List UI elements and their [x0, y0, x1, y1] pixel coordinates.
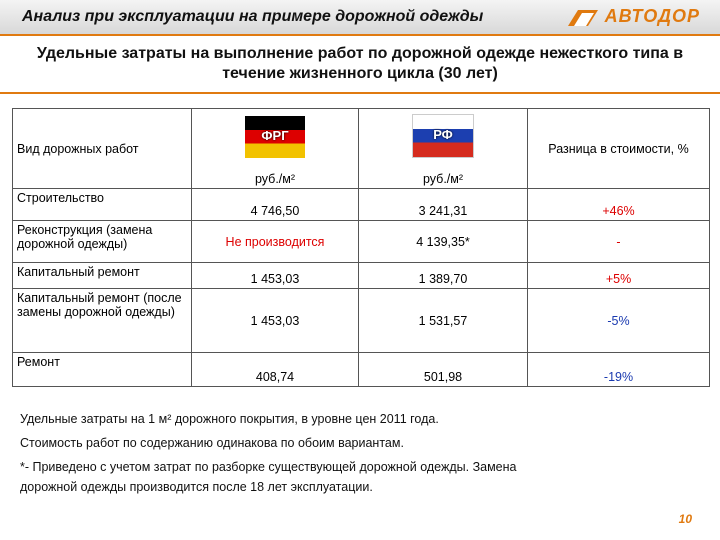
row: Строительство 4 746,50 3 241,31 +46%	[12, 188, 710, 221]
cell: 4 746,50	[191, 188, 359, 221]
cost-table: Вид дорожных работ ФРГ руб./м² РФ руб./м…	[12, 108, 710, 387]
page-number: 10	[678, 512, 692, 526]
flag-label: РФ	[433, 127, 453, 142]
top-bar: Анализ при эксплуатации на примере дорож…	[0, 0, 720, 36]
flag-label: ФРГ	[261, 128, 289, 143]
cell: Не производится	[191, 220, 359, 263]
header-title: Анализ при эксплуатации на примере дорож…	[22, 8, 484, 25]
header-row: Вид дорожных работ ФРГ руб./м² РФ руб./м…	[12, 108, 710, 189]
cell: 4 139,35*	[358, 220, 528, 263]
cell: 408,74	[191, 352, 359, 387]
cell: 1 453,03	[191, 288, 359, 353]
cell: Ремонт	[12, 352, 192, 387]
unit: руб./м²	[254, 172, 296, 186]
cell: Капитальный ремонт	[12, 262, 192, 289]
cell: Капитальный ремонт (после замены дорожно…	[12, 288, 192, 353]
cell: Реконструкция (замена дорожной одежды)	[12, 220, 192, 263]
flag-germany: ФРГ	[245, 116, 305, 158]
note: Удельные затраты на 1 м² дорожного покры…	[20, 412, 439, 426]
row: Реконструкция (замена дорожной одежды) Н…	[12, 220, 710, 263]
cell: 1 389,70	[358, 262, 528, 289]
cell: -	[527, 220, 710, 263]
cell: 501,98	[358, 352, 528, 387]
column-header: ФРГ руб./м²	[191, 108, 359, 189]
column-header: РФ руб./м²	[358, 108, 528, 189]
column-header: Вид дорожных работ	[12, 108, 192, 189]
row: Ремонт 408,74 501,98 -19%	[12, 352, 710, 387]
cell: -5%	[527, 288, 710, 353]
divider	[0, 92, 720, 94]
unit: руб./м²	[422, 172, 464, 186]
cell: 1 531,57	[358, 288, 528, 353]
cell: 3 241,31	[358, 188, 528, 221]
cell: +5%	[527, 262, 710, 289]
flag-russia: РФ	[412, 114, 474, 158]
cell: -19%	[527, 352, 710, 387]
note: Стоимость работ по содержанию одинакова …	[20, 436, 404, 450]
row: Капитальный ремонт 1 453,03 1 389,70 +5%	[12, 262, 710, 289]
logo-mark	[568, 10, 598, 26]
cell: 1 453,03	[191, 262, 359, 289]
cell: Строительство	[12, 188, 192, 221]
note: дорожной одежды производится после 18 ле…	[20, 480, 373, 494]
logo: АВТОДОР	[604, 6, 700, 26]
cell: +46%	[527, 188, 710, 221]
column-header: Разница в стоимости, %	[527, 108, 710, 189]
row: Капитальный ремонт (после замены дорожно…	[12, 288, 710, 353]
subtitle: Удельные затраты на выполнение работ по …	[36, 45, 684, 82]
notes: Удельные затраты на 1 м² дорожного покры…	[20, 412, 516, 504]
note: *- Приведено с учетом затрат по разборке…	[20, 460, 517, 474]
